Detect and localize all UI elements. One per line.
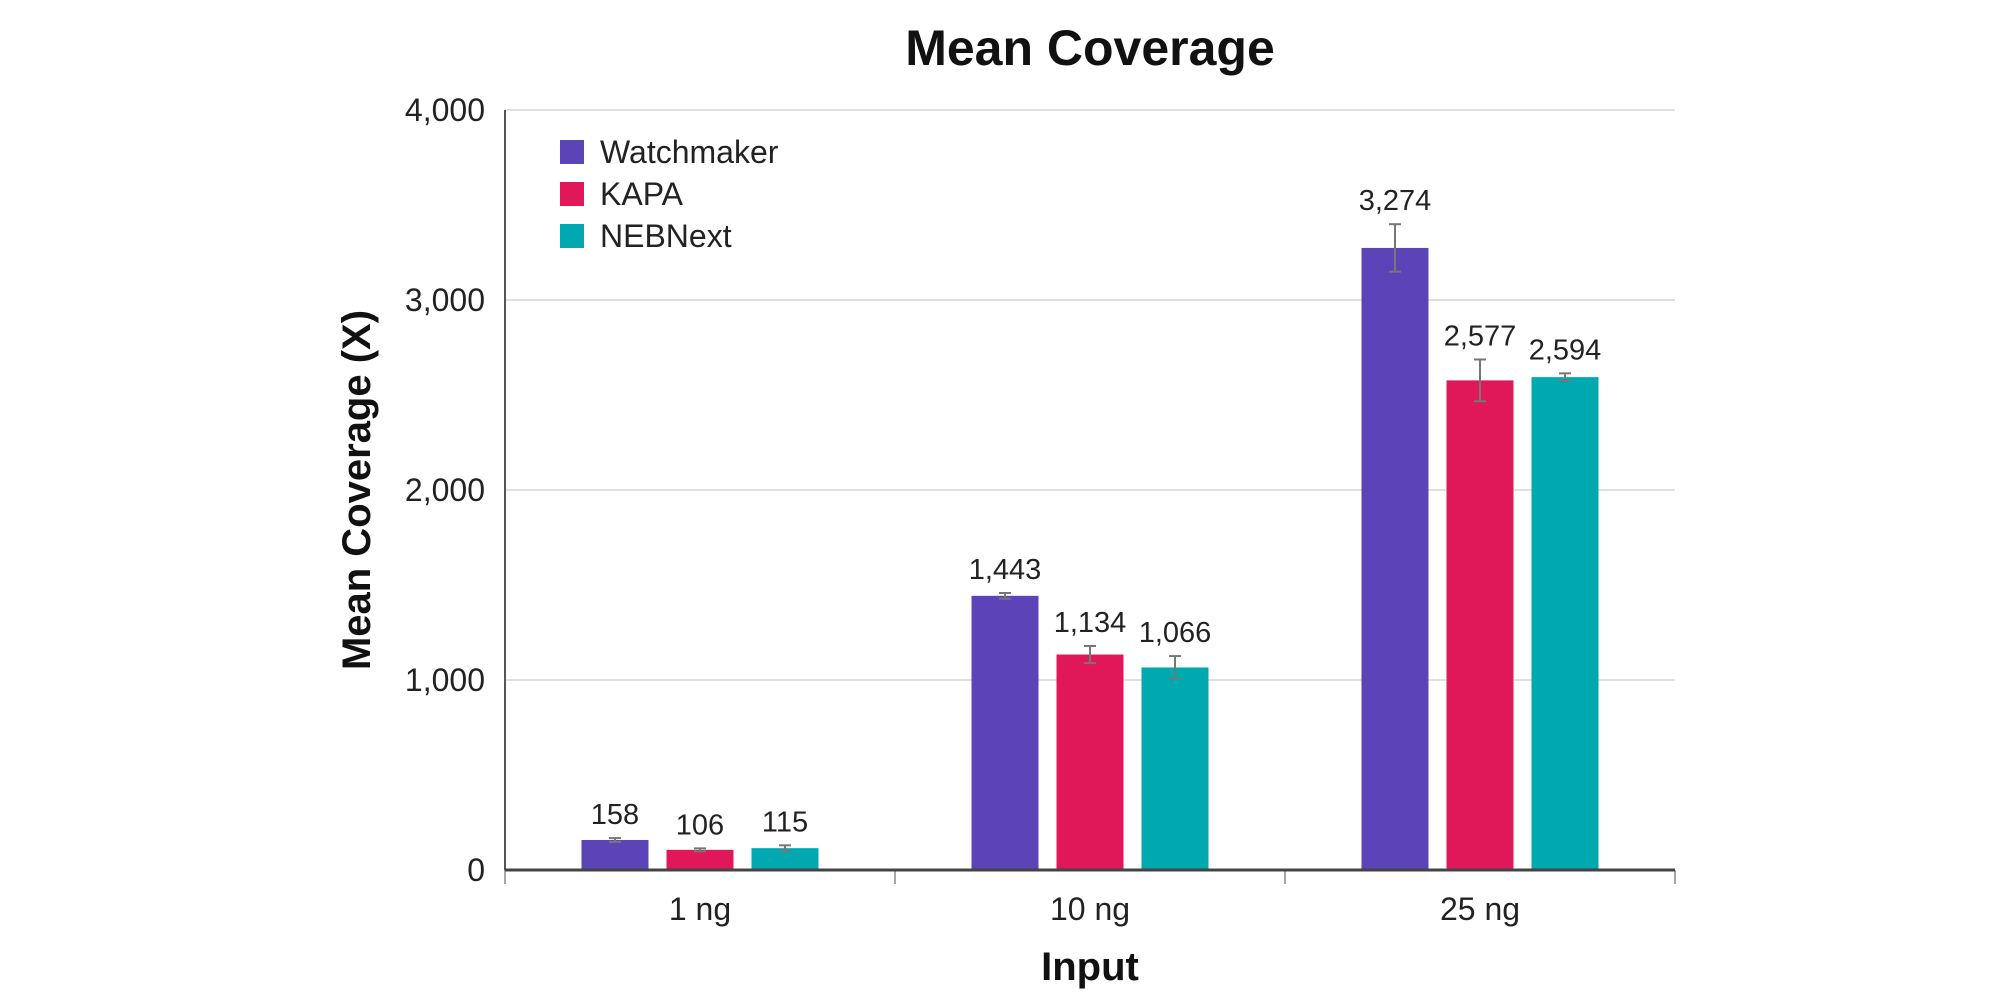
bar-watchmaker: [971, 595, 1039, 870]
data-label-kapa: 2,577: [1444, 320, 1517, 352]
legend: Watchmaker KAPA NEBNext: [560, 134, 779, 254]
chart-title: Mean Coverage: [905, 20, 1275, 76]
data-label-nebnext: 115: [762, 806, 808, 838]
legend-label-nebnext: NEBNext: [600, 218, 732, 254]
y-tick-label: 1,000: [405, 662, 485, 698]
data-label-watchmaker: 1,443: [969, 554, 1042, 586]
x-tick-label: 25 ng: [1440, 891, 1520, 927]
legend-swatch-nebnext: [560, 224, 584, 248]
data-label-nebnext: 1,066: [1139, 617, 1212, 649]
y-axis-title: Mean Coverage (X): [335, 310, 379, 670]
data-labels: 158 106 115 1,443 1,134 1,066 3,274 2,577 2,594: [591, 185, 1601, 841]
x-tick-label: 10 ng: [1050, 891, 1130, 927]
bar-nebnext: [1141, 667, 1209, 870]
bar-kapa: [666, 849, 734, 870]
data-label-kapa: 106: [676, 809, 724, 841]
bar-watchmaker: [1361, 247, 1429, 870]
legend-swatch-watchmaker: [560, 140, 584, 164]
bar-watchmaker: [581, 839, 649, 870]
bar-nebnext: [1531, 377, 1599, 870]
y-axis-ticks: 0 1,000 2,000 3,000 4,000: [405, 92, 485, 888]
legend-label-kapa: KAPA: [600, 176, 684, 212]
data-label-watchmaker: 158: [591, 799, 639, 831]
x-axis-title: Input: [1041, 945, 1139, 989]
data-label-nebnext: 2,594: [1529, 334, 1602, 366]
x-axis-ticks: 1 ng 10 ng 25 ng: [504, 870, 1676, 927]
y-tick-label: 3,000: [405, 282, 485, 318]
x-tick-label: 1 ng: [669, 891, 731, 927]
bar-nebnext: [751, 848, 819, 870]
data-label-kapa: 1,134: [1054, 607, 1127, 639]
bar-kapa: [1056, 654, 1124, 870]
error-bars: [609, 223, 1571, 853]
bar-kapa: [1446, 380, 1514, 870]
y-tick-label: 4,000: [405, 92, 485, 128]
data-label-watchmaker: 3,274: [1359, 185, 1432, 217]
y-tick-label: 0: [467, 852, 485, 888]
legend-swatch-kapa: [560, 182, 584, 206]
legend-label-watchmaker: Watchmaker: [600, 134, 779, 170]
bars: [581, 247, 1599, 870]
y-tick-label: 2,000: [405, 472, 485, 508]
